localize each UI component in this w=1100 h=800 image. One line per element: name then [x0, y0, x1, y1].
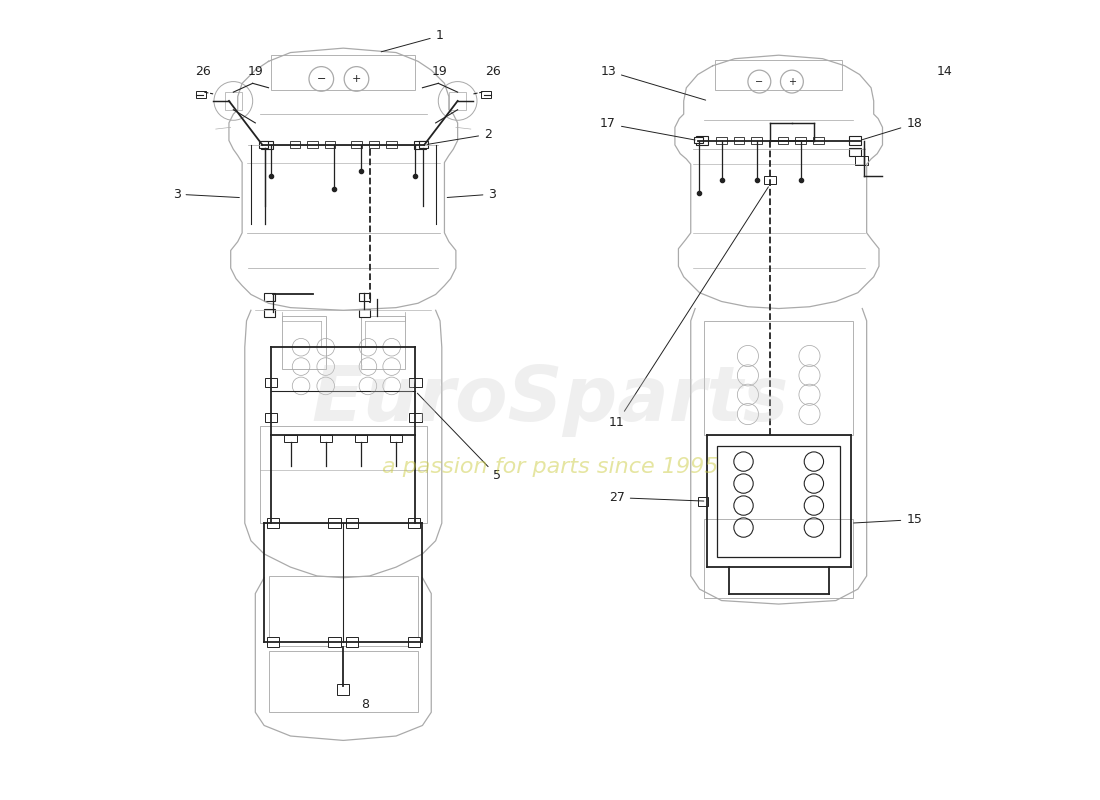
- Bar: [267, 637, 279, 647]
- Bar: [763, 176, 777, 185]
- Text: 8: 8: [361, 698, 370, 711]
- Bar: [409, 413, 421, 422]
- Bar: [351, 142, 362, 149]
- Text: 17: 17: [601, 118, 695, 140]
- Text: 1: 1: [382, 30, 443, 52]
- Text: 3: 3: [173, 188, 240, 201]
- Bar: [704, 518, 854, 598]
- Bar: [407, 518, 420, 529]
- Text: 26: 26: [195, 65, 210, 78]
- Text: 27: 27: [609, 491, 704, 504]
- Bar: [407, 637, 420, 647]
- Bar: [716, 137, 727, 144]
- Text: 13: 13: [601, 65, 706, 100]
- Bar: [265, 413, 277, 422]
- Text: 2: 2: [427, 128, 492, 145]
- Bar: [272, 55, 416, 90]
- Bar: [307, 142, 318, 149]
- Bar: [267, 518, 279, 529]
- Text: 26: 26: [485, 65, 501, 78]
- Bar: [337, 684, 350, 694]
- Bar: [361, 317, 405, 370]
- Text: +: +: [788, 77, 796, 86]
- Bar: [696, 136, 708, 145]
- Bar: [368, 142, 379, 149]
- Bar: [345, 637, 359, 647]
- Bar: [849, 147, 861, 156]
- Bar: [778, 137, 789, 144]
- Bar: [409, 378, 421, 387]
- Bar: [268, 576, 418, 646]
- Bar: [289, 142, 300, 149]
- Bar: [224, 92, 242, 110]
- Bar: [261, 141, 273, 150]
- Bar: [715, 61, 842, 90]
- Bar: [328, 518, 341, 529]
- Bar: [282, 317, 326, 370]
- Bar: [386, 142, 397, 149]
- Bar: [751, 137, 762, 144]
- Bar: [264, 293, 275, 302]
- Bar: [734, 137, 745, 144]
- Bar: [328, 637, 341, 647]
- Text: 19: 19: [432, 65, 448, 78]
- Text: a passion for parts since 1995: a passion for parts since 1995: [382, 458, 718, 478]
- Bar: [414, 141, 426, 150]
- Bar: [697, 497, 708, 506]
- Text: −: −: [317, 74, 326, 84]
- Bar: [268, 650, 418, 712]
- Bar: [345, 518, 359, 529]
- Bar: [449, 92, 466, 110]
- Bar: [694, 137, 703, 143]
- Bar: [359, 293, 370, 302]
- Text: 15: 15: [854, 513, 922, 526]
- Bar: [419, 142, 428, 147]
- Text: EuroSparts: EuroSparts: [311, 363, 789, 437]
- Bar: [704, 321, 854, 435]
- Bar: [264, 309, 275, 318]
- Bar: [260, 426, 427, 523]
- Text: +: +: [352, 74, 361, 84]
- Bar: [813, 137, 824, 144]
- Text: 19: 19: [248, 65, 263, 78]
- Bar: [319, 435, 332, 442]
- Bar: [359, 309, 370, 318]
- Bar: [354, 435, 367, 442]
- Bar: [285, 435, 297, 442]
- Text: 14: 14: [937, 65, 953, 78]
- Text: 18: 18: [862, 118, 922, 140]
- Bar: [849, 136, 861, 145]
- Text: −: −: [756, 77, 763, 86]
- Bar: [855, 156, 868, 165]
- Text: 5: 5: [417, 394, 500, 482]
- Bar: [795, 137, 806, 144]
- Bar: [324, 142, 336, 149]
- Bar: [717, 446, 840, 557]
- Bar: [389, 435, 403, 442]
- Bar: [481, 91, 491, 98]
- Bar: [265, 378, 277, 387]
- Text: 11: 11: [609, 187, 769, 430]
- Bar: [196, 91, 206, 98]
- Bar: [258, 142, 267, 147]
- Text: 3: 3: [448, 188, 496, 201]
